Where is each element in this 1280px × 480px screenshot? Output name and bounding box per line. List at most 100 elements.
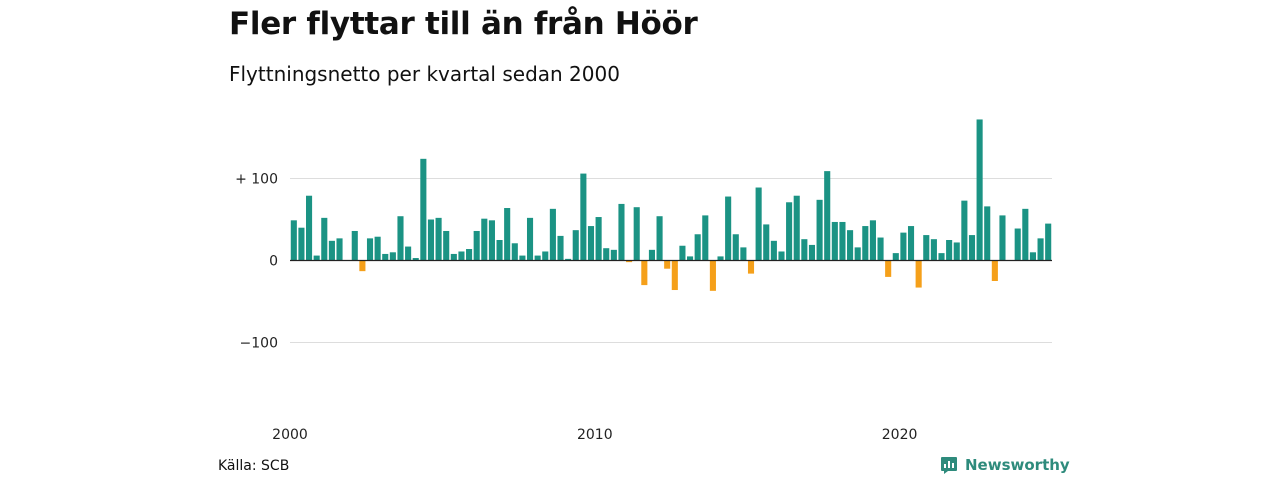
bar: [763, 224, 770, 261]
bar: [976, 119, 983, 261]
bar: [961, 200, 968, 261]
bar: [854, 247, 861, 261]
bar: [999, 215, 1006, 261]
bar: [770, 240, 777, 261]
bar: [595, 217, 602, 261]
bar: [725, 196, 732, 261]
bar: [443, 230, 450, 261]
bar: [953, 242, 960, 261]
bar: [907, 226, 915, 261]
bar: [633, 207, 640, 261]
bar: [808, 244, 816, 261]
bar: [732, 234, 739, 261]
bar: [877, 237, 884, 261]
bar: [923, 235, 930, 261]
bar: [542, 251, 549, 261]
bar: [534, 255, 541, 261]
bar: [359, 260, 366, 272]
bar: [1022, 208, 1029, 261]
bar: [801, 239, 808, 261]
bar: [702, 215, 709, 261]
bar: [900, 232, 907, 261]
bar: [572, 230, 579, 261]
bar: [1037, 238, 1044, 261]
bar: [641, 260, 648, 286]
bar: [656, 216, 663, 261]
bar: [488, 220, 495, 261]
bar: [747, 260, 755, 274]
x-tick-label: 2000: [272, 427, 308, 443]
y-tick-label: −100: [240, 336, 278, 352]
bar: [420, 158, 427, 261]
bar: [786, 202, 793, 261]
y-axis-ticks: + 100 0 −100: [235, 172, 278, 352]
brand-name: Newsworthy: [965, 456, 1070, 474]
bar: [755, 187, 762, 261]
bar: [557, 235, 564, 261]
bar: [938, 253, 945, 261]
bar: [336, 238, 343, 261]
bar: [473, 230, 480, 261]
newsworthy-logo[interactable]: Newsworthy: [939, 455, 1070, 475]
bar: [717, 256, 724, 261]
bar: [458, 251, 465, 261]
bar: [496, 240, 503, 261]
bar: [405, 246, 412, 261]
bar: [679, 245, 686, 261]
bar: [526, 217, 534, 261]
bar: [450, 253, 457, 261]
bar: [671, 260, 678, 291]
bar: [389, 252, 396, 261]
bar: [511, 243, 518, 261]
bar: [412, 258, 419, 261]
bar: [618, 203, 625, 261]
bar: [427, 219, 435, 261]
bar: [847, 230, 854, 261]
bar: [610, 249, 617, 261]
bar: [321, 217, 328, 261]
x-tick-label: 2010: [577, 427, 613, 443]
bar: [869, 220, 876, 261]
chart-subtitle: Flyttningsnetto per kvartal sedan 2000: [229, 62, 620, 86]
bar: [968, 235, 976, 261]
bar: [793, 195, 800, 261]
bar: [587, 226, 595, 261]
bar: [930, 239, 937, 261]
bar: [991, 260, 998, 281]
bar: [831, 221, 838, 261]
bar: [519, 255, 526, 261]
bar: [374, 236, 381, 261]
bar: [694, 234, 701, 261]
bar: [839, 221, 846, 261]
bar: [306, 195, 313, 261]
bar: [328, 240, 335, 261]
x-axis-ticks: 2000 2010 2020: [272, 427, 917, 443]
bar: [946, 240, 953, 261]
bar: [626, 260, 633, 263]
bar: [915, 260, 922, 288]
bar: [740, 247, 747, 261]
bar: [862, 226, 869, 261]
bar: [687, 256, 694, 261]
bar: [892, 253, 899, 261]
bar: [382, 253, 389, 261]
source-note: Källa: SCB: [218, 458, 290, 474]
bar: [504, 208, 511, 261]
chart-title: Fler flyttar till än från Höör: [229, 6, 698, 42]
bar: [824, 171, 831, 261]
bar: [466, 249, 473, 261]
bar: [481, 218, 488, 261]
newsworthy-icon: [941, 457, 957, 474]
bar: [648, 249, 655, 261]
bar: [565, 258, 572, 261]
y-tick-label: 0: [269, 254, 278, 270]
bar: [778, 251, 785, 261]
bar: [664, 260, 671, 269]
bar: [397, 216, 404, 261]
bar: [1014, 228, 1021, 261]
x-tick-label: 2020: [882, 427, 918, 443]
bar: [290, 220, 297, 261]
bar: [366, 238, 374, 261]
bar-series: [290, 119, 1052, 291]
